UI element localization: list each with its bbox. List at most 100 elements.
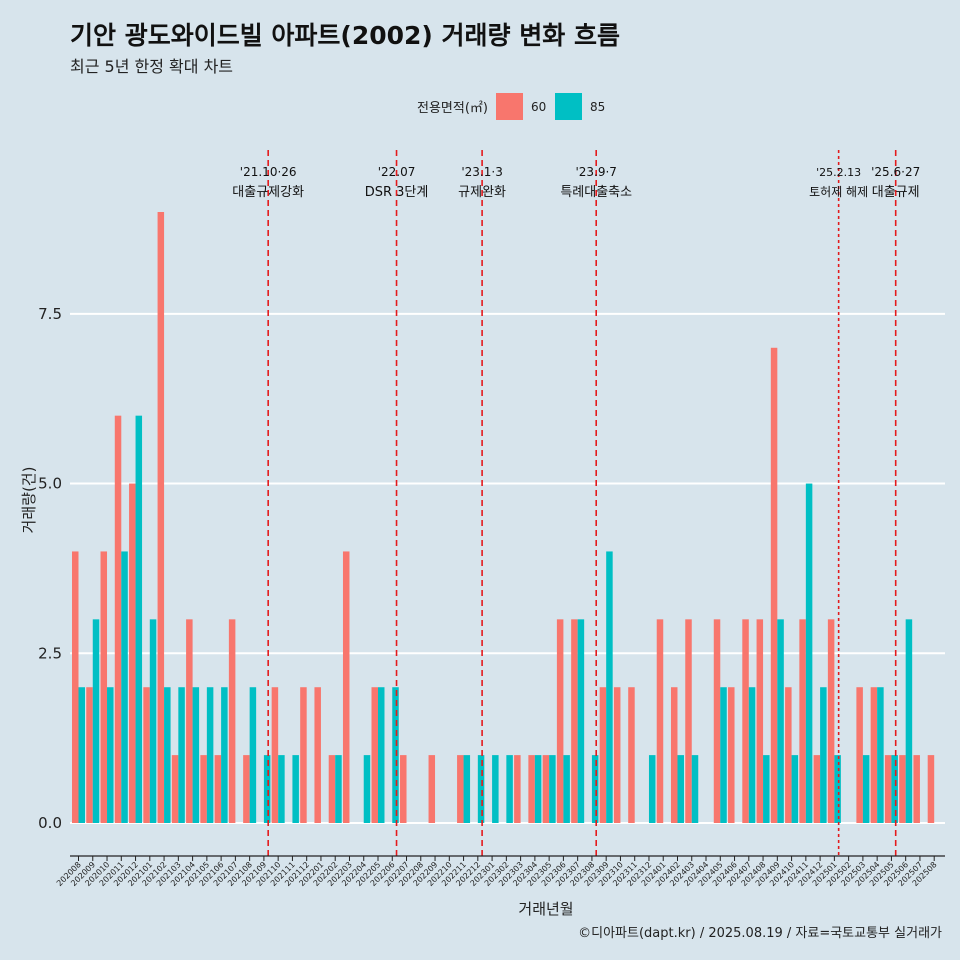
bar-60-202106 <box>214 755 222 823</box>
bar-60-202508 <box>927 755 935 823</box>
bar-85-202304 <box>534 755 542 823</box>
event-label: 대출규제 <box>872 185 920 200</box>
bar-60-202104 <box>186 619 193 823</box>
bar-60-202501 <box>827 619 835 823</box>
bar-85-202408 <box>763 755 770 823</box>
bar-60-202008 <box>72 551 79 823</box>
bar-85-202011 <box>121 551 128 823</box>
bar-60-202410 <box>785 687 792 823</box>
y-axis: 0.0 2.5 5.0 7.5 <box>38 305 62 832</box>
y-tick-label: 7.5 <box>38 305 62 323</box>
event-date-label: '22.07 <box>378 165 416 179</box>
event-label: 대출규제강화 <box>232 185 304 200</box>
legend: 전용면적(㎡) 60 85 <box>417 93 605 120</box>
y-tick-label: 2.5 <box>38 644 62 662</box>
bar-60-202505 <box>884 755 892 823</box>
x-axis: 2020082020092020102020112020122021012021… <box>55 855 945 888</box>
bar-85-202206 <box>392 687 399 823</box>
legend-swatch-60 <box>496 93 523 120</box>
bar-85-202008 <box>78 687 85 823</box>
bar-85-202308 <box>591 755 599 823</box>
bar-60-202306 <box>556 619 564 823</box>
bar-85-202012 <box>135 415 143 823</box>
bar-60-202309 <box>599 687 607 823</box>
x-axis-title: 거래년월 <box>518 900 573 918</box>
bar-85-202103 <box>178 687 185 823</box>
grid-lines <box>70 312 945 824</box>
bar-85-202010 <box>107 687 114 823</box>
bar-60-202406 <box>728 687 735 823</box>
event-date-label: '23.1·3 <box>461 165 502 179</box>
bar-85-202412 <box>820 687 827 823</box>
bar-60-202012 <box>129 483 136 823</box>
bar-85-202205 <box>377 687 385 823</box>
event-label: 특례대출축소 <box>560 185 632 200</box>
bar-60-202311 <box>628 687 635 823</box>
event-date-label: '25.6·27 <box>871 165 920 179</box>
legend-swatch-85 <box>555 93 582 120</box>
bar-60-202407 <box>742 619 749 823</box>
bar-60-202009 <box>86 687 93 823</box>
event-label: 토허제 해제 <box>809 185 868 199</box>
legend-label-85: 85 <box>590 100 605 114</box>
chart-subtitle: 최근 5년 한정 확대 차트 <box>70 57 234 76</box>
bar-60-202411 <box>799 619 806 823</box>
bar-60-202503 <box>856 687 863 823</box>
bar-60-202304 <box>528 755 535 823</box>
y-tick-label: 0.0 <box>38 814 62 832</box>
bar-60-202110 <box>271 687 279 823</box>
bar-85-202410 <box>791 755 799 823</box>
bar-60-202305 <box>542 755 550 823</box>
source-caption: ©디아파트(dapt.kr) / 2025.08.19 / 자료=국토교통부 실… <box>578 926 942 941</box>
y-axis-title: 거래량(건) <box>20 467 38 534</box>
bar-85-202407 <box>748 687 756 823</box>
bar-85-202405 <box>720 687 727 823</box>
bar-60-202108 <box>243 755 250 823</box>
bar-85-202202 <box>335 755 342 823</box>
bars <box>72 212 935 823</box>
bar-85-202211 <box>463 755 471 823</box>
bar-60-202211 <box>457 755 464 823</box>
bar-60-202402 <box>670 687 678 823</box>
bar-60-202504 <box>870 687 878 823</box>
chart-title: 기안 광도와이드빌 아파트(2002) 거래량 변화 흐름 <box>70 21 620 50</box>
bar-60-202307 <box>571 619 578 823</box>
bar-60-202201 <box>314 687 321 823</box>
bar-85-202204 <box>363 755 371 823</box>
event-label: DSR 3단계 <box>365 185 429 200</box>
bar-60-202203 <box>342 551 350 823</box>
bar-85-202110 <box>278 755 285 823</box>
y-tick-label: 5.0 <box>38 475 62 493</box>
event-lines: '21.10·26 대출규제강화 '22.07 DSR 3단계 '23.1·3 규제완화 '… <box>232 150 920 856</box>
bar-85-202409 <box>777 619 784 823</box>
bar-60-202105 <box>200 755 207 823</box>
bar-85-202402 <box>677 755 684 823</box>
bar-85-202403 <box>691 755 699 823</box>
bar-85-202106 <box>221 687 228 823</box>
bar-60-202202 <box>328 755 336 823</box>
bar-60-202101 <box>143 687 150 823</box>
bar-85-202111 <box>292 755 299 823</box>
bar-60-202010 <box>100 551 108 823</box>
bar-60-202403 <box>685 619 692 823</box>
bar-60-202112 <box>300 687 307 823</box>
bar-60-202401 <box>656 619 664 823</box>
bar-85-202506 <box>905 619 913 823</box>
bar-85-202212 <box>477 755 485 823</box>
bar-85-202105 <box>206 687 214 823</box>
event-date-label: '23.9·7 <box>575 165 616 179</box>
bar-85-202108 <box>249 687 257 823</box>
bar-85-202109 <box>263 755 271 823</box>
event-date-label: '25.2.13 <box>816 166 861 179</box>
event-date-label: '21.10·26 <box>240 165 297 179</box>
bar-85-202306 <box>563 755 570 823</box>
bar-85-202505 <box>891 755 898 823</box>
bar-60-202107 <box>228 619 236 823</box>
bar-85-202101 <box>149 619 157 823</box>
bar-85-202309 <box>606 551 613 823</box>
bar-60-202405 <box>713 619 721 823</box>
bar-85-202102 <box>164 687 171 823</box>
bar-60-202011 <box>114 415 122 823</box>
bar-85-202305 <box>549 755 556 823</box>
